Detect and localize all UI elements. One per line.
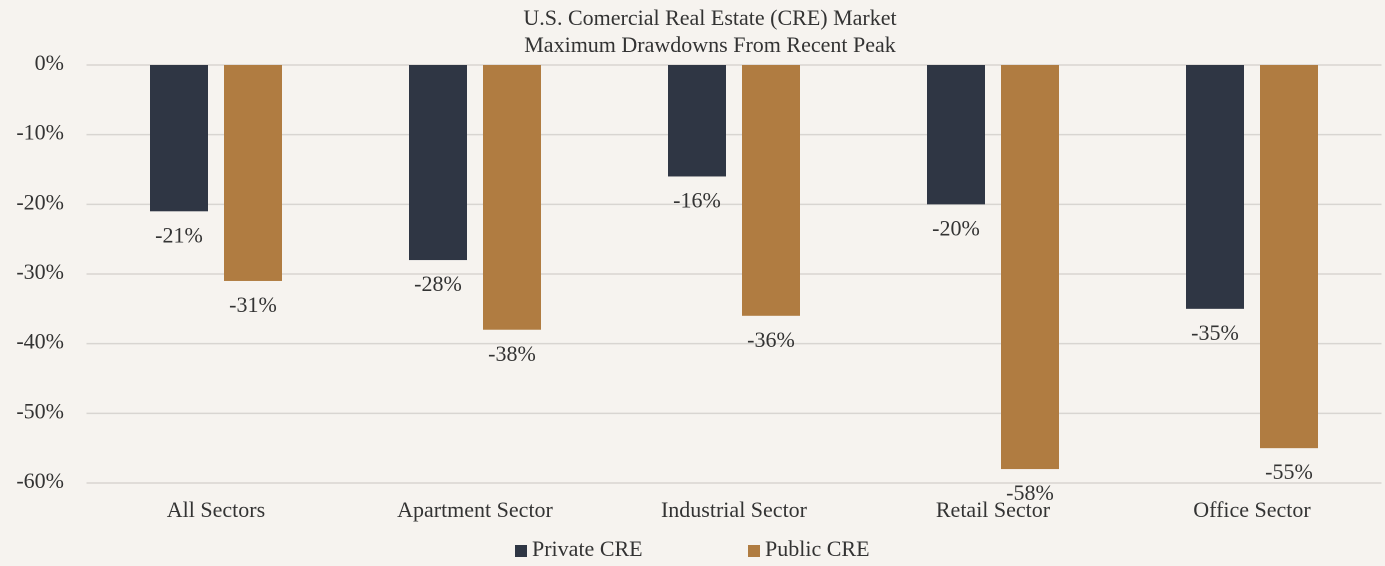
y-tick-label: -20% <box>16 189 64 214</box>
bar <box>1001 65 1059 470</box>
x-tick-label: All Sectors <box>167 497 265 522</box>
bar <box>483 65 541 330</box>
value-label: -38% <box>488 341 536 366</box>
value-label: -58% <box>1006 480 1054 505</box>
x-tick-label: Apartment Sector <box>397 497 553 522</box>
y-tick-label: -60% <box>16 468 64 493</box>
legend-label: Private CRE <box>532 536 643 561</box>
legend-swatch <box>748 545 760 557</box>
value-label: -55% <box>1265 459 1313 484</box>
value-label: -35% <box>1191 320 1239 345</box>
value-label: -16% <box>673 188 721 213</box>
bar <box>409 65 467 261</box>
y-tick-label: -30% <box>16 259 64 284</box>
x-tick-label: Retail Sector <box>936 497 1051 522</box>
bar <box>1260 65 1318 449</box>
y-tick-label: -10% <box>16 120 64 145</box>
legend-label: Public CRE <box>765 536 870 561</box>
legend-swatch <box>515 545 527 557</box>
chart-subtitle: Maximum Drawdowns From Recent Peak <box>524 32 896 57</box>
x-tick-label: Industrial Sector <box>661 497 808 522</box>
value-label: -20% <box>932 215 980 240</box>
value-label: -31% <box>229 292 277 317</box>
bar <box>150 65 208 212</box>
bar <box>224 65 282 281</box>
y-tick-label: -40% <box>16 329 64 354</box>
bar <box>742 65 800 316</box>
chart-title: U.S. Comercial Real Estate (CRE) Market <box>523 5 896 30</box>
bar <box>668 65 726 177</box>
x-tick-label: Office Sector <box>1193 497 1311 522</box>
bar <box>927 65 985 205</box>
y-tick-label: -50% <box>16 398 64 423</box>
bar <box>1186 65 1244 309</box>
value-label: -36% <box>747 327 795 352</box>
value-label: -28% <box>414 271 462 296</box>
y-tick-label: 0% <box>35 50 64 75</box>
value-label: -21% <box>155 222 203 247</box>
